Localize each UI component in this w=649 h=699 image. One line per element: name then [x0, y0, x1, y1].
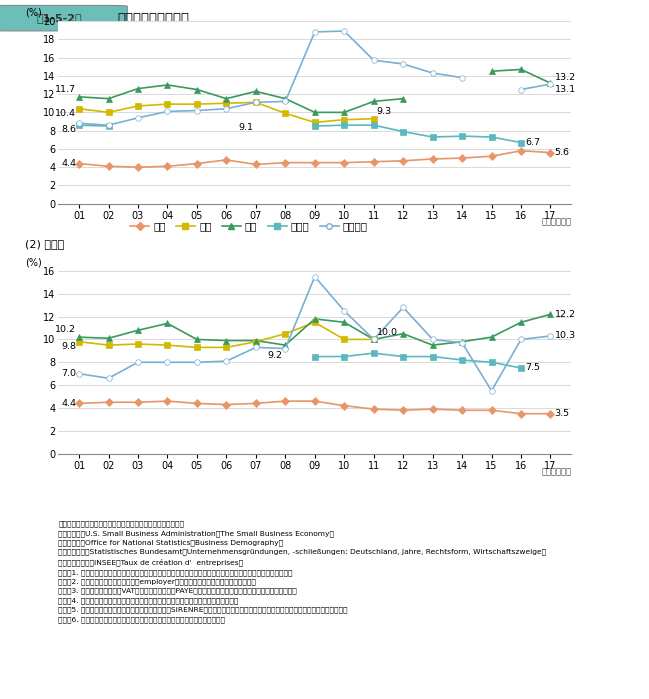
Text: 8.6: 8.6: [61, 125, 77, 134]
Text: 13.1: 13.1: [555, 85, 576, 94]
FancyBboxPatch shape: [0, 6, 127, 31]
Text: 資料：日本：厚生労働省「雇用保険事業年報」（年度ベース）
　　　米国：U.S. Small Business Administration「The Small : 資料：日本：厚生労働省「雇用保険事業年報」（年度ベース） 米国：U.S. Sma…: [58, 521, 546, 623]
Text: 11.7: 11.7: [55, 85, 77, 94]
Text: 7.5: 7.5: [525, 363, 540, 373]
Text: (%): (%): [25, 257, 42, 267]
Text: 12.2: 12.2: [555, 310, 576, 319]
Text: 4.4: 4.4: [61, 399, 77, 408]
Text: (2) 廃業率: (2) 廃業率: [25, 239, 64, 249]
Text: （年、年度）: （年、年度）: [541, 217, 571, 226]
Text: 10.3: 10.3: [555, 331, 576, 340]
Text: 3.5: 3.5: [555, 409, 570, 418]
Text: 9.2: 9.2: [267, 352, 282, 361]
Text: 10.2: 10.2: [55, 325, 77, 334]
Text: 5.6: 5.6: [555, 148, 570, 157]
Text: 9.3: 9.3: [376, 107, 391, 116]
Text: 13.2: 13.2: [555, 73, 576, 82]
Legend: 日本, 米国, 英国, ドイツ, フランス: 日本, 米国, 英国, ドイツ, フランス: [130, 222, 368, 231]
Text: 第1-5-2図: 第1-5-2図: [36, 13, 82, 23]
Text: (%): (%): [25, 7, 42, 17]
Text: 10.4: 10.4: [55, 109, 77, 117]
Text: （年、年度）: （年、年度）: [541, 468, 571, 477]
Text: 開廃業率の国際比較: 開廃業率の国際比較: [117, 12, 190, 24]
Text: 9.8: 9.8: [61, 342, 77, 351]
Text: 7.0: 7.0: [61, 369, 77, 378]
Text: 9.1: 9.1: [238, 123, 253, 132]
Text: 6.7: 6.7: [525, 138, 540, 147]
Text: 10.0: 10.0: [376, 328, 397, 337]
Text: 4.4: 4.4: [61, 159, 77, 168]
